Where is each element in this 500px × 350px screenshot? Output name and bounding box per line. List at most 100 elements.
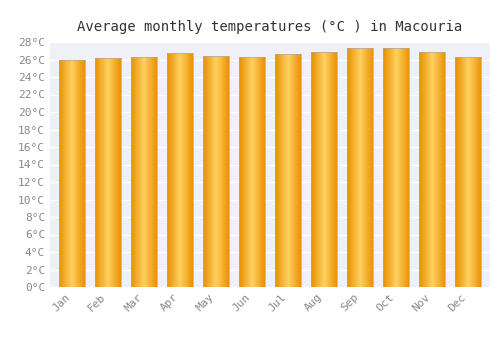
Bar bbox=[480, 57, 481, 287]
Bar bbox=[175, 53, 176, 287]
Bar bbox=[445, 51, 446, 287]
Bar bbox=[119, 58, 120, 287]
Bar bbox=[259, 57, 260, 287]
Bar bbox=[361, 48, 362, 287]
Bar bbox=[246, 57, 247, 287]
Bar bbox=[438, 51, 439, 287]
Bar bbox=[185, 53, 186, 287]
Bar bbox=[276, 54, 277, 287]
Bar bbox=[81, 60, 82, 287]
Bar bbox=[400, 48, 401, 287]
Bar bbox=[118, 58, 119, 287]
Bar bbox=[402, 48, 403, 287]
Bar bbox=[461, 57, 462, 287]
Bar bbox=[227, 56, 228, 287]
Bar bbox=[184, 53, 185, 287]
Bar bbox=[177, 53, 178, 287]
Bar bbox=[468, 57, 469, 287]
Bar bbox=[188, 53, 189, 287]
Bar bbox=[111, 58, 112, 287]
Bar bbox=[189, 53, 190, 287]
Bar bbox=[383, 48, 384, 287]
Bar bbox=[73, 60, 74, 287]
Bar bbox=[105, 58, 106, 287]
Bar bbox=[264, 57, 265, 287]
Bar bbox=[69, 60, 70, 287]
Bar bbox=[477, 57, 478, 287]
Bar bbox=[167, 53, 168, 287]
Bar bbox=[216, 56, 217, 287]
Bar bbox=[351, 48, 352, 287]
Bar bbox=[329, 51, 330, 287]
Bar bbox=[133, 57, 134, 287]
Bar bbox=[443, 51, 444, 287]
Bar bbox=[181, 53, 182, 287]
Bar bbox=[98, 58, 99, 287]
Bar bbox=[286, 54, 287, 287]
Bar bbox=[356, 48, 357, 287]
Bar bbox=[74, 60, 75, 287]
Bar bbox=[315, 51, 316, 287]
Bar bbox=[207, 56, 208, 287]
Bar bbox=[434, 51, 435, 287]
Bar bbox=[215, 56, 216, 287]
Bar bbox=[392, 48, 393, 287]
Bar bbox=[363, 48, 364, 287]
Bar bbox=[250, 57, 251, 287]
Bar bbox=[364, 48, 365, 287]
Bar bbox=[116, 58, 117, 287]
Bar bbox=[213, 56, 214, 287]
Bar bbox=[296, 54, 297, 287]
Bar bbox=[225, 56, 226, 287]
Bar bbox=[462, 57, 463, 287]
Bar bbox=[170, 53, 171, 287]
Bar bbox=[335, 51, 336, 287]
Bar bbox=[255, 57, 256, 287]
Bar bbox=[134, 57, 135, 287]
Bar bbox=[291, 54, 292, 287]
Bar bbox=[357, 48, 358, 287]
Bar bbox=[290, 54, 291, 287]
Bar bbox=[441, 51, 442, 287]
Bar bbox=[244, 57, 245, 287]
Bar bbox=[465, 57, 466, 287]
Bar bbox=[436, 51, 437, 287]
Bar bbox=[251, 57, 252, 287]
Bar bbox=[204, 56, 205, 287]
Bar bbox=[294, 54, 295, 287]
Bar bbox=[287, 54, 288, 287]
Bar bbox=[362, 48, 363, 287]
Bar bbox=[253, 57, 254, 287]
Bar bbox=[102, 58, 103, 287]
Bar bbox=[94, 58, 95, 287]
Bar bbox=[469, 57, 470, 287]
Bar bbox=[108, 58, 110, 287]
Bar bbox=[103, 58, 104, 287]
Bar bbox=[368, 48, 369, 287]
Bar bbox=[295, 54, 296, 287]
Bar bbox=[433, 51, 434, 287]
Bar bbox=[141, 57, 142, 287]
Bar bbox=[471, 57, 472, 287]
Bar bbox=[300, 54, 301, 287]
Bar bbox=[249, 57, 250, 287]
Bar bbox=[384, 48, 385, 287]
Bar bbox=[186, 53, 187, 287]
Bar bbox=[325, 51, 326, 287]
Bar bbox=[353, 48, 354, 287]
Bar bbox=[171, 53, 172, 287]
Bar bbox=[327, 51, 328, 287]
Bar bbox=[426, 51, 427, 287]
Bar bbox=[399, 48, 400, 287]
Bar bbox=[169, 53, 170, 287]
Bar bbox=[442, 51, 443, 287]
Bar bbox=[154, 57, 155, 287]
Bar bbox=[429, 51, 430, 287]
Bar bbox=[243, 57, 244, 287]
Bar bbox=[223, 56, 224, 287]
Bar bbox=[323, 51, 324, 287]
Bar bbox=[437, 51, 438, 287]
Bar bbox=[423, 51, 424, 287]
Bar bbox=[135, 57, 136, 287]
Bar bbox=[70, 60, 71, 287]
